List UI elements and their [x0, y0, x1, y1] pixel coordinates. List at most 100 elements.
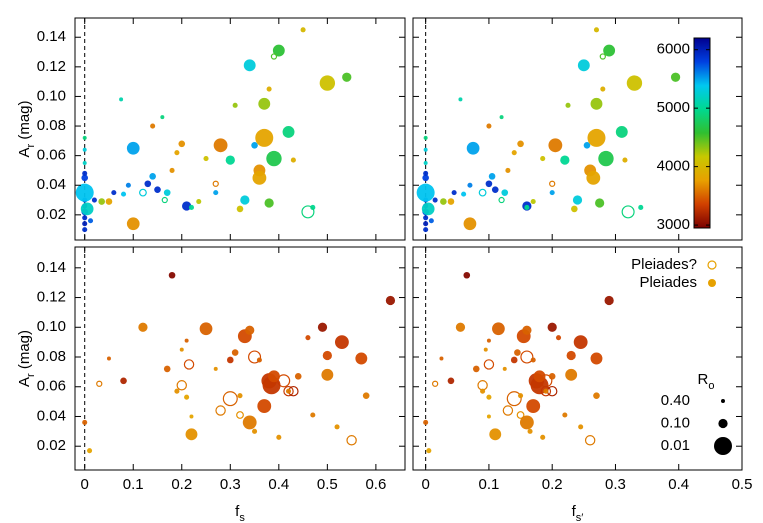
y-tick-label: 0.12 [37, 289, 66, 306]
data-point [82, 419, 88, 425]
data-point [294, 373, 302, 380]
data-point [125, 182, 131, 188]
data-point [483, 359, 495, 370]
data-point [82, 215, 88, 221]
data-point [560, 155, 570, 165]
data-point [422, 174, 429, 182]
data-point [451, 190, 457, 196]
data-point [511, 150, 517, 156]
y-axis-label-main: A [16, 148, 33, 158]
data-point [111, 190, 117, 196]
data-point [472, 365, 480, 373]
data-point [548, 373, 556, 380]
data-point [126, 141, 140, 155]
data-point [423, 147, 428, 152]
data-point [82, 161, 87, 166]
data-point [256, 357, 262, 363]
y-tick-label: 0.10 [37, 87, 66, 104]
size-legend-label: 0.10 [661, 414, 690, 431]
data-point [80, 202, 94, 216]
data-point [138, 322, 148, 332]
data-point [584, 435, 596, 446]
data-point [519, 415, 534, 430]
y-axis-label-sub: r [25, 373, 37, 377]
x-tick-label: 0.1 [478, 476, 499, 493]
data-point [572, 195, 583, 205]
data-point [226, 356, 234, 364]
data-point [174, 388, 180, 394]
x-tick-label: 0 [81, 476, 89, 493]
data-point [615, 126, 628, 138]
points [75, 27, 352, 233]
data-point [565, 102, 571, 108]
x-tick-label: 0.3 [220, 476, 241, 493]
y-tick-label: 0.02 [37, 437, 66, 454]
data-point [98, 198, 105, 205]
data-point [540, 434, 546, 440]
x-tick-label: 0.1 [123, 476, 144, 493]
data-point [489, 428, 502, 441]
data-point [179, 347, 184, 352]
data-point [423, 215, 429, 221]
data-point [522, 325, 532, 335]
data-point [518, 393, 524, 399]
data-point [225, 155, 235, 165]
data-point [257, 399, 272, 413]
data-point [520, 350, 534, 364]
data-point [480, 388, 486, 394]
data-point [499, 115, 504, 120]
data-point [196, 198, 202, 205]
y-tick-label: 0.12 [37, 58, 66, 75]
data-point [213, 190, 219, 196]
data-point [231, 349, 239, 356]
data-point [486, 414, 491, 419]
data-point [310, 412, 316, 418]
data-point [301, 205, 315, 219]
y-tick-label: 0.08 [37, 348, 66, 365]
x-axis-label: fs [235, 503, 245, 523]
data-point [169, 167, 175, 173]
x-axis-label: fs′ [572, 503, 584, 523]
x-tick-label: 0.5 [732, 476, 753, 493]
points [416, 27, 681, 233]
data-point [150, 123, 156, 129]
data-point [213, 366, 218, 371]
data-point [626, 75, 643, 91]
y-axis-label-main: A [16, 377, 33, 387]
data-point [215, 405, 226, 416]
data-point [82, 227, 88, 233]
data-point [82, 221, 88, 227]
data-point [530, 357, 536, 363]
data-point [501, 189, 509, 196]
data-point [96, 380, 103, 387]
data-point [266, 86, 272, 92]
size-legend-marker [718, 418, 728, 429]
data-point [184, 394, 190, 400]
data-point [334, 335, 349, 350]
data-point [120, 377, 127, 385]
x-axis-label-main: f [572, 503, 577, 520]
data-point [546, 385, 558, 397]
data-point [463, 271, 471, 279]
data-point [593, 27, 600, 33]
data-point [81, 174, 89, 182]
legend-marker [708, 279, 716, 287]
data-point [447, 377, 455, 385]
data-point [237, 393, 243, 399]
legend-label: Pleiades [639, 274, 697, 291]
data-point [600, 86, 606, 92]
size-legend-marker [721, 399, 725, 403]
y-tick-label: 0.06 [37, 147, 66, 164]
data-point [583, 141, 591, 149]
data-point [421, 202, 435, 216]
x-tick-label: 0.3 [605, 476, 626, 493]
data-point [243, 59, 256, 72]
data-point [467, 182, 473, 188]
x-tick-label: 0.4 [268, 476, 289, 493]
data-point [342, 72, 352, 82]
data-point [285, 388, 292, 394]
data-point [502, 366, 507, 371]
data-point [423, 161, 428, 166]
data-point [604, 295, 614, 306]
data-point [549, 180, 556, 187]
